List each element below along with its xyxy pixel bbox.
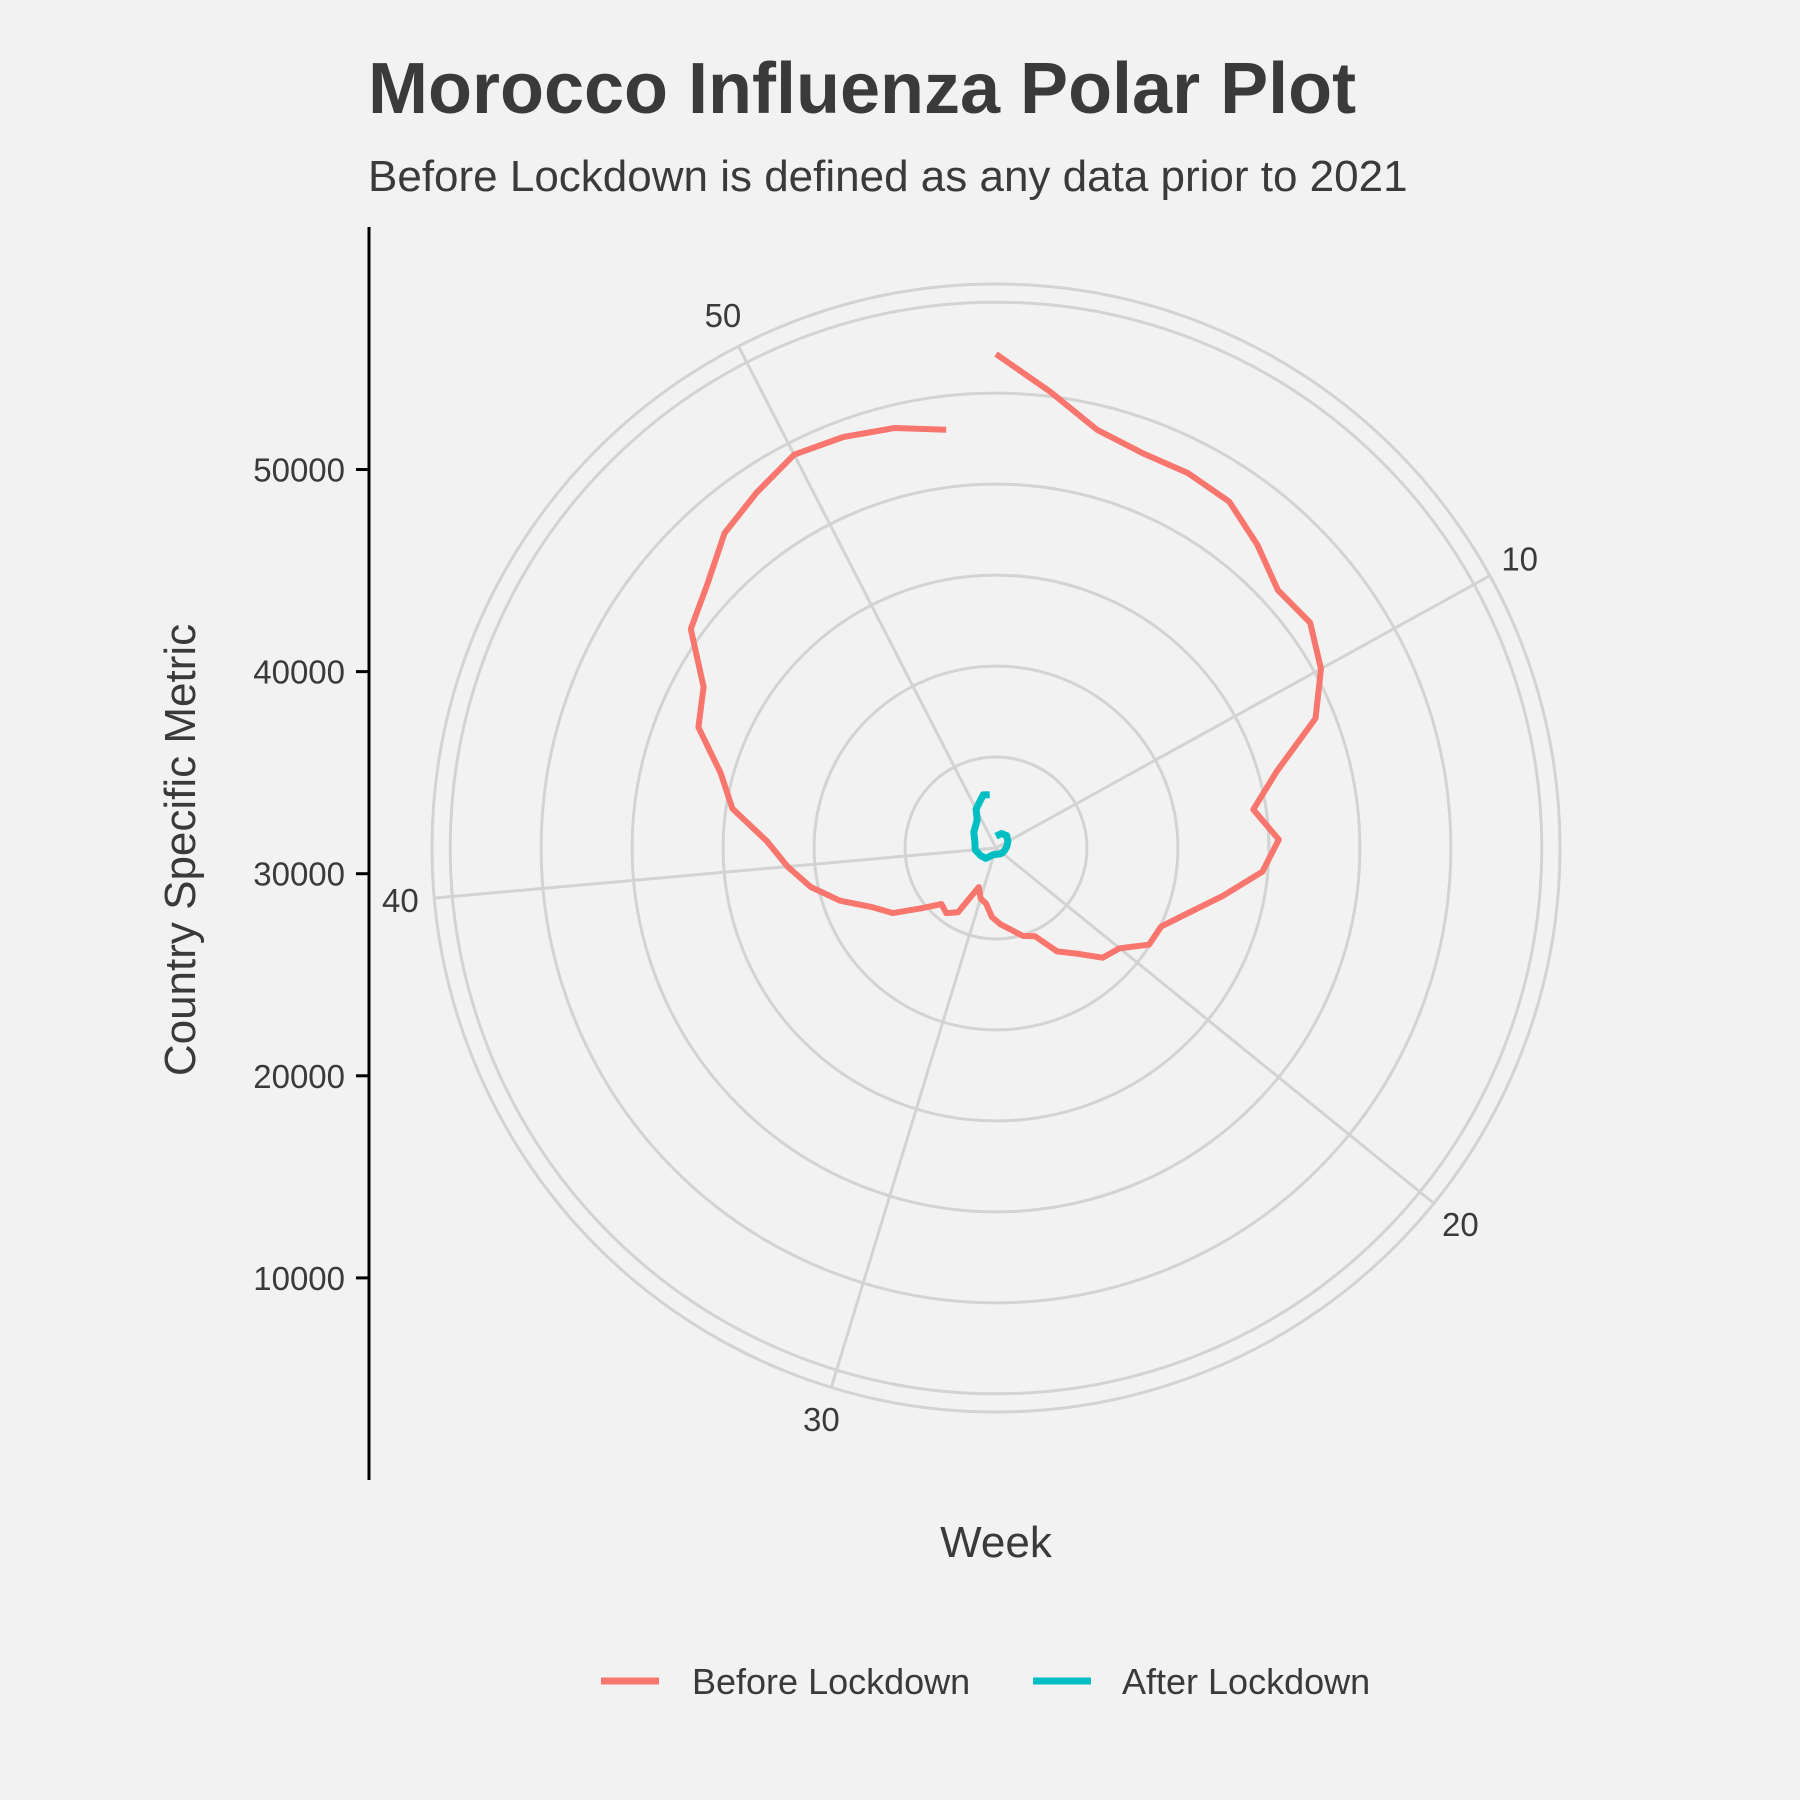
series-lines: [687, 351, 1324, 961]
series-line-1: [970, 791, 1012, 862]
grid-ring: [448, 300, 1544, 1396]
y-tick-label: 20000: [253, 1058, 345, 1095]
y-tick-label: 40000: [253, 654, 345, 691]
grid-ring-outer: [430, 282, 1562, 1414]
grid-spoke: [737, 345, 998, 849]
grid-ring: [812, 664, 1180, 1032]
grid-ring: [721, 573, 1271, 1123]
legend: Before Lockdown After Lockdown: [601, 1661, 1370, 1702]
y-axis-label: Country Specific Metric: [156, 624, 205, 1076]
grid-spoke: [434, 846, 997, 900]
series-line-0: [687, 351, 1324, 961]
grid-ring: [630, 482, 1362, 1214]
grid-spoke: [995, 846, 1435, 1205]
grid-spoke: [995, 574, 1491, 850]
grid-spoke: [829, 847, 998, 1388]
y-tick-label: 30000: [253, 856, 345, 893]
grid-spokes: [434, 345, 1491, 1388]
legend-label: Before Lockdown: [692, 1661, 970, 1702]
theta-tick-label: 10: [1501, 540, 1538, 577]
legend-item: Before Lockdown: [601, 1661, 970, 1702]
y-tick-label: 10000: [253, 1260, 345, 1297]
y-tick-label: 50000: [253, 452, 345, 489]
x-axis-label: Week: [940, 1518, 1053, 1567]
grid-ring: [539, 391, 1453, 1305]
chart-subtitle: Before Lockdown is defined as any data p…: [368, 152, 1408, 201]
legend-item: After Lockdown: [1033, 1661, 1370, 1702]
theta-tick-labels: 10 20 30 40 50: [382, 297, 1538, 1438]
legend-label: After Lockdown: [1122, 1661, 1370, 1702]
grid-rings: [430, 282, 1562, 1414]
theta-tick-label: 50: [705, 297, 742, 334]
theta-tick-label: 30: [803, 1401, 840, 1438]
y-axis-ticks: 10000 20000 30000 40000 50000: [253, 452, 369, 1297]
grid-ring: [903, 755, 1089, 941]
theta-tick-label: 20: [1442, 1206, 1479, 1243]
theta-tick-label: 40: [382, 882, 419, 919]
chart-title: Morocco Influenza Polar Plot: [368, 49, 1356, 129]
